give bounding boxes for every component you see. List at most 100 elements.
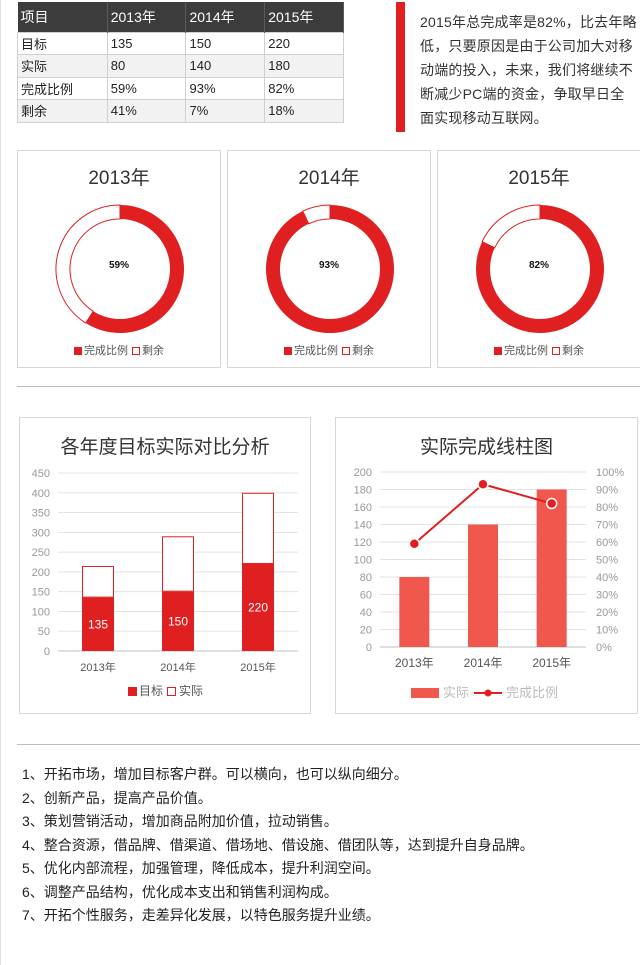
table-header-cell: 项目 [17, 2, 108, 32]
accent-bar [396, 2, 405, 132]
donut-chart-2013 [55, 204, 184, 333]
donut-chart-2015 [476, 204, 604, 333]
summary-table: 项目 2013年 2014年 2015年 目标 135 150 220 实际 8… [17, 2, 344, 123]
actual-completion-combo-chart: 0 0% 20 10% 40 20% 60 30% 80 40% 100 50% 120 60% 140 70… [354, 467, 625, 700]
y2-tick-label: 60% [596, 537, 618, 549]
table-cell: 82% [264, 76, 344, 100]
y-tick-label: 200 [354, 467, 372, 479]
data-label: 150 [168, 614, 188, 628]
donut-card-2015: 2015年 82% 完成比例 剩余 [437, 150, 640, 368]
y-tick-label: 100 [354, 555, 372, 567]
donut-slice-remain [481, 204, 541, 249]
table-cell: 目标 [17, 31, 108, 55]
y-tick-label: 0 [44, 646, 50, 658]
donut-legend: 完成比例 剩余 [438, 342, 640, 358]
y2-tick-label: 10% [596, 625, 618, 637]
bar-target [82, 597, 114, 651]
chart-title: 各年度目标实际对比分析 [60, 437, 270, 458]
list-item: 3、策划营销活动，增加商品附加价值，拉动销售。 [22, 813, 338, 829]
bar-actual [399, 577, 430, 647]
donut-slice-done [85, 205, 184, 333]
table-cell: 135 [106, 31, 187, 55]
table-cell: 实际 [17, 54, 108, 78]
legend-label: 目标 [139, 684, 163, 698]
x-tick-label: 2013年 [80, 660, 115, 674]
y-tick-label: 60 [360, 590, 372, 602]
table-cell: 7% [185, 99, 266, 123]
donut-title: 2013年 [88, 168, 150, 189]
y2-tick-label: 50% [596, 555, 618, 567]
table-cell: 59% [106, 76, 187, 100]
donut-slice-remain [302, 204, 331, 225]
table-header-row: 项目 2013年 2014年 2015年 [17, 2, 344, 32]
chart-title: 实际完成线柱图 [419, 437, 553, 458]
y-tick-label: 150 [32, 587, 50, 599]
legend-label: 剩余 [142, 345, 164, 357]
y-tick-label: 140 [354, 520, 372, 532]
data-label: 220 [248, 600, 268, 614]
y-tick-label: 50 [38, 626, 50, 638]
donut-slice-remain [55, 204, 121, 324]
summary-text: 2015年总完成率是82%，比去年略低，只要原因是由于公司加大对移动端的投入，未… [420, 14, 637, 126]
list-item: 7、开拓个性服务，走差异化发展，以特色服务提升业绩。 [22, 907, 380, 923]
legend-swatch-hollow [552, 346, 560, 355]
donut-legend: 完成比例 剩余 [228, 342, 430, 358]
legend-swatch-hollow [342, 346, 350, 355]
y-tick-label: 350 [32, 508, 50, 520]
y2-tick-label: 20% [596, 607, 618, 619]
legend-label: 实际 [179, 683, 203, 698]
y-tick-label: 250 [32, 547, 50, 559]
y2-tick-label: 80% [596, 502, 618, 514]
list-item: 4、整合资源，借品牌、借渠道、借场地、借设施、借团队等，达到提升自身品牌。 [22, 836, 534, 853]
table-cell: 93% [185, 76, 266, 100]
x-tick-label: 2013年 [395, 656, 434, 670]
list-item: 5、优化内部流程，加强管理，降低成本，提升利润空间。 [22, 860, 380, 876]
table-cell: 140 [185, 54, 266, 78]
donut-card-2014: 2014年 93% 完成比例 剩余 [227, 150, 431, 368]
y-tick-label: 160 [354, 502, 372, 514]
legend-label: 实际 [443, 685, 469, 700]
bar-actual [162, 536, 194, 592]
donut-center-label: 93% [318, 260, 339, 271]
bar-target [162, 591, 194, 651]
table-header-cell: 2014年 [185, 2, 266, 32]
y-tick-label: 80 [360, 572, 372, 584]
legend-swatch-hollow [132, 346, 140, 355]
x-tick-label: 2015年 [240, 660, 275, 674]
data-label: 135 [88, 617, 108, 631]
y2-tick-label: 0% [596, 642, 612, 654]
y-tick-label: 200 [32, 567, 50, 579]
list-item: 6、调整产品结构，优化成本支出和销售利润构成。 [22, 883, 338, 900]
donut-legend: 完成比例 剩余 [18, 342, 220, 358]
y2-tick-label: 70% [596, 520, 618, 532]
legend-swatch-bar [411, 688, 439, 698]
section-divider [17, 744, 640, 745]
legend-swatch-filled [494, 346, 502, 355]
target-actual-bar-chart: 0 50 100 150 200 250 300 350 400 450 135 2013年 150 20… [32, 468, 298, 698]
legend-swatch-marker [484, 689, 492, 697]
line-point [408, 538, 421, 550]
x-tick-label: 2014年 [464, 656, 503, 670]
legend-label: 剩余 [352, 345, 374, 357]
table-cell: 完成比例 [17, 76, 108, 100]
y-tick-label: 400 [32, 488, 50, 500]
table-cell: 150 [185, 31, 266, 55]
bar-actual [536, 489, 567, 647]
bar-actual [468, 524, 498, 647]
y-tick-label: 100 [32, 606, 50, 618]
table-row: 实际 80 140 180 [17, 54, 344, 78]
legend-label: 完成比例 [294, 345, 338, 357]
y2-tick-label: 30% [596, 590, 618, 602]
y-tick-label: 20 [360, 625, 372, 637]
y-tick-label: 450 [32, 468, 50, 480]
table-cell: 80 [106, 54, 187, 78]
table-cell: 220 [264, 31, 344, 55]
table-row: 完成比例 59% 93% 82% [17, 76, 344, 100]
legend-label: 完成比例 [504, 345, 548, 357]
donut-center-label: 59% [108, 260, 129, 271]
x-tick-label: 2014年 [160, 660, 195, 674]
line-point [545, 497, 558, 510]
y-tick-label: 120 [354, 537, 372, 549]
y-tick-label: 0 [366, 642, 372, 654]
y2-tick-label: 40% [596, 572, 618, 584]
